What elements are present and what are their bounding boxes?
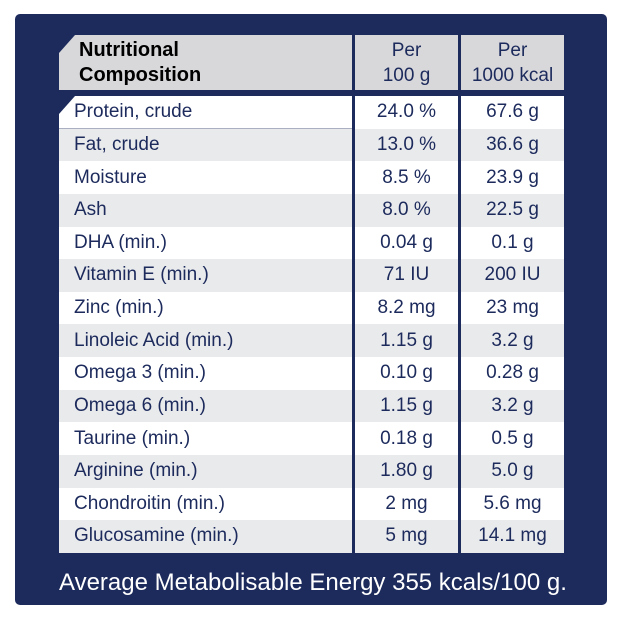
metabolisable-energy-note: Average Metabolisable Energy 355 kcals/1… <box>59 569 567 596</box>
row-label: Linoleic Acid (min.) <box>59 324 352 357</box>
row-value: 1.15 g <box>355 324 458 357</box>
row-label: Taurine (min.) <box>59 422 352 455</box>
row-label: Arginine (min.) <box>59 454 352 488</box>
row-value: 0.28 g <box>461 357 564 390</box>
row-label: DHA (min.) <box>59 226 352 260</box>
table-header-row: Nutritional Composition Per 100 g Per 10… <box>59 35 564 90</box>
row-value: 5 mg <box>355 520 458 553</box>
row-label: Omega 3 (min.) <box>59 357 352 390</box>
row-value: 8.2 mg <box>355 291 458 325</box>
row-label: Omega 6 (min.) <box>59 389 352 423</box>
row-value: 24.0 % <box>355 96 458 129</box>
column-header-line-2: 100 g <box>382 64 431 86</box>
page-title: Nutritional Composition <box>59 35 352 90</box>
row-value: 0.18 g <box>355 422 458 455</box>
row-value: 3.2 g <box>461 389 564 423</box>
row-value: 3.2 g <box>461 324 564 357</box>
row-value: 36.6 g <box>461 128 564 162</box>
row-label: Protein, crude <box>59 96 352 129</box>
row-value: 0.1 g <box>461 226 564 260</box>
column-header-line-1: Per <box>391 39 422 61</box>
row-value: 13.0 % <box>355 128 458 162</box>
row-value: 1.80 g <box>355 454 458 488</box>
row-value: 2 mg <box>355 487 458 521</box>
row-label: Vitamin E (min.) <box>59 259 352 292</box>
table-body: Protein, crude 24.0 % 67.6 g Fat, crude 13.0… <box>59 96 564 553</box>
row-label: Chondroitin (min.) <box>59 487 352 521</box>
row-value: 5.6 mg <box>461 487 564 521</box>
title-line-2: Composition <box>79 63 202 86</box>
row-value: 71 IU <box>355 259 458 292</box>
row-label: Zinc (min.) <box>59 291 352 325</box>
row-value: 23 mg <box>461 291 564 325</box>
row-value: 0.04 g <box>355 226 458 260</box>
nutrition-label-card: Nutritional Composition Per 100 g Per 10… <box>15 14 607 605</box>
row-label: Ash <box>59 193 352 227</box>
row-label: Fat, crude <box>59 128 352 162</box>
row-value: 67.6 g <box>461 96 564 129</box>
column-header-per-1000kcal: Per 1000 kcal <box>461 35 564 90</box>
column-header-line-1: Per <box>497 39 528 61</box>
row-label: Glucosamine (min.) <box>59 520 352 553</box>
row-label: Moisture <box>59 161 352 194</box>
nutrition-table: Nutritional Composition Per 100 g Per 10… <box>59 35 564 553</box>
row-value: 1.15 g <box>355 389 458 423</box>
row-value: 8.5 % <box>355 161 458 194</box>
row-value: 5.0 g <box>461 454 564 488</box>
row-value: 0.5 g <box>461 422 564 455</box>
column-header-line-2: 1000 kcal <box>471 64 554 86</box>
row-value: 0.10 g <box>355 357 458 390</box>
row-value: 8.0 % <box>355 193 458 227</box>
row-value: 23.9 g <box>461 161 564 194</box>
row-value: 200 IU <box>461 259 564 292</box>
row-value: 14.1 mg <box>461 520 564 553</box>
title-line-1: Nutritional <box>79 38 179 61</box>
column-header-per-100g: Per 100 g <box>355 35 458 90</box>
row-value: 22.5 g <box>461 193 564 227</box>
